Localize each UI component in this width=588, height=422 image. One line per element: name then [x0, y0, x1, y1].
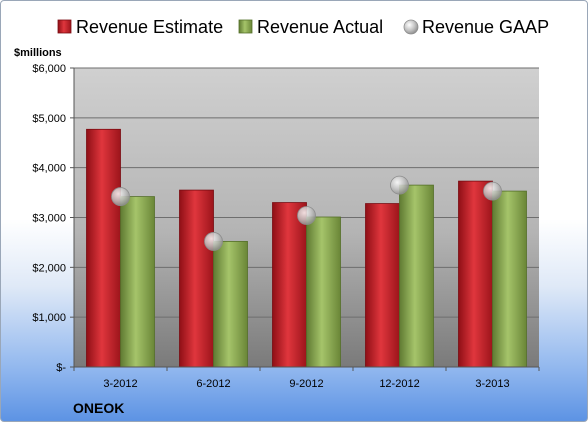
- legend-label: Revenue Actual: [257, 17, 383, 37]
- x-tick-label: 3-2013: [475, 378, 509, 390]
- y-tick-label: $1,000: [32, 312, 66, 324]
- legend-swatch: [57, 19, 72, 34]
- gaap-markers: [111, 175, 502, 251]
- x-tick-label: 12-2012: [379, 378, 419, 390]
- marker-revenue-gaap: [204, 232, 223, 251]
- bars: [86, 128, 527, 368]
- y-tick-label: $-: [56, 362, 66, 374]
- bar-revenue-estimate: [458, 180, 493, 368]
- company-label: ONEOK: [73, 400, 124, 416]
- y-tick-label: $6,000: [32, 63, 66, 75]
- x-tick-label: 3-2012: [103, 378, 137, 390]
- bar-revenue-estimate: [365, 203, 400, 368]
- y-tick-label: $4,000: [32, 163, 66, 175]
- y-tick-label: $2,000: [32, 262, 66, 274]
- bar-revenue-estimate: [179, 189, 214, 368]
- bar-revenue-actual: [120, 196, 155, 368]
- legend-label: Revenue GAAP: [422, 17, 549, 37]
- legend: Revenue Estimate Revenue Actual Revenue GA…: [57, 17, 549, 37]
- bar-revenue-estimate: [272, 202, 307, 368]
- legend-swatch: [238, 19, 253, 34]
- x-axis: 3-2012 6-2012 9-2012 12-2012 3-2013: [73, 366, 540, 390]
- unit-label: $millions: [14, 47, 62, 59]
- y-axis: $- $1,000 $2,000 $3,000 $4,000 $5,000 $6,000: [32, 63, 75, 374]
- marker-revenue-gaap: [297, 206, 316, 225]
- legend-label: Revenue Estimate: [76, 17, 223, 37]
- x-tick-label: 9-2012: [289, 378, 323, 390]
- bar-revenue-actual: [399, 184, 434, 368]
- marker-revenue-gaap: [390, 175, 409, 195]
- bar-revenue-estimate: [86, 128, 121, 368]
- y-tick-label: $3,000: [32, 213, 66, 225]
- marker-revenue-gaap: [111, 187, 130, 206]
- bar-revenue-actual: [306, 216, 341, 368]
- x-tick-label: 6-2012: [196, 378, 230, 390]
- y-tick-label: $5,000: [32, 113, 66, 125]
- legend-swatch: [403, 19, 419, 35]
- bar-revenue-actual: [492, 190, 527, 368]
- marker-revenue-gaap: [483, 181, 502, 201]
- bar-revenue-actual: [213, 241, 248, 368]
